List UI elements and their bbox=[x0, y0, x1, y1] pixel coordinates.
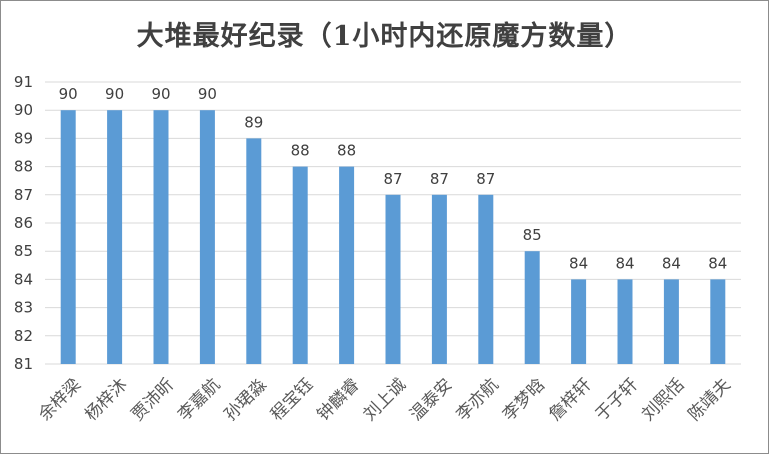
bar bbox=[153, 110, 169, 364]
x-tick-label: 孙珺淼 bbox=[221, 375, 271, 425]
x-tick-label: 余梓梁 bbox=[35, 375, 85, 425]
data-label: 87 bbox=[476, 170, 495, 188]
data-label: 90 bbox=[105, 85, 124, 103]
x-tick-label: 刘上诚 bbox=[360, 375, 410, 425]
bar bbox=[60, 110, 76, 364]
data-label: 90 bbox=[151, 85, 170, 103]
data-label: 84 bbox=[615, 254, 634, 272]
data-label: 84 bbox=[569, 254, 588, 272]
x-tick-label: 李梦晗 bbox=[499, 375, 549, 425]
data-label: 85 bbox=[523, 226, 542, 244]
y-tick-label: 83 bbox=[14, 299, 33, 317]
x-axis-labels: 余梓梁杨梓沐贾沛昕李嘉航孙珺淼程宝钰钟麟睿刘上诚温泰安李亦航李梦晗詹梓轩于子轩刘… bbox=[35, 375, 735, 425]
x-tick-label: 钟麟睿 bbox=[313, 375, 363, 425]
data-label: 87 bbox=[383, 170, 402, 188]
x-tick-label: 詹梓轩 bbox=[545, 375, 595, 425]
y-tick-label: 82 bbox=[14, 327, 33, 345]
bar bbox=[478, 194, 494, 364]
data-label: 90 bbox=[59, 85, 78, 103]
bar bbox=[385, 194, 401, 364]
x-tick-label: 贾沛昕 bbox=[128, 375, 178, 425]
y-tick-label: 86 bbox=[14, 214, 33, 232]
x-tick-label: 李亦航 bbox=[453, 375, 503, 425]
y-tick-label: 90 bbox=[14, 101, 33, 119]
y-axis-ticks: 81 82 83 84 85 86 87 88 89 90 91 bbox=[14, 73, 33, 373]
x-tick-label: 杨梓沐 bbox=[81, 375, 131, 425]
bar bbox=[524, 251, 540, 364]
data-label: 88 bbox=[337, 142, 356, 160]
chart-title: 大堆最好纪录（1小时内还原魔方数量） bbox=[136, 21, 633, 52]
data-label: 84 bbox=[708, 254, 727, 272]
bar bbox=[107, 110, 123, 364]
x-tick-label: 刘熙恬 bbox=[638, 375, 688, 425]
y-tick-label: 89 bbox=[14, 129, 33, 147]
data-label: 87 bbox=[430, 170, 449, 188]
bar bbox=[431, 194, 447, 364]
bars bbox=[60, 110, 726, 364]
bar bbox=[339, 166, 355, 364]
bar bbox=[292, 166, 308, 364]
y-tick-label: 85 bbox=[14, 242, 33, 260]
bar bbox=[246, 138, 262, 364]
data-label: 90 bbox=[198, 85, 217, 103]
x-tick-label: 于子轩 bbox=[592, 375, 642, 425]
y-tick-label: 84 bbox=[14, 270, 33, 288]
y-tick-label: 87 bbox=[14, 186, 33, 204]
bar bbox=[663, 279, 679, 364]
x-tick-label: 程宝钰 bbox=[267, 375, 317, 425]
y-tick-label: 81 bbox=[14, 355, 33, 373]
y-tick-label: 88 bbox=[14, 158, 33, 176]
x-tick-label: 陈靖夫 bbox=[685, 375, 735, 425]
x-tick-label: 温泰安 bbox=[406, 375, 456, 425]
bar bbox=[199, 110, 215, 364]
data-label: 88 bbox=[291, 142, 310, 160]
data-label: 84 bbox=[662, 254, 681, 272]
data-label: 89 bbox=[244, 113, 263, 131]
bar bbox=[571, 279, 587, 364]
bar bbox=[617, 279, 633, 364]
x-tick-label: 李嘉航 bbox=[174, 375, 224, 425]
bar bbox=[710, 279, 726, 364]
y-tick-label: 91 bbox=[14, 73, 33, 91]
data-labels: 90 90 90 90 89 88 88 87 87 87 85 84 84 84 84 bbox=[59, 85, 728, 272]
